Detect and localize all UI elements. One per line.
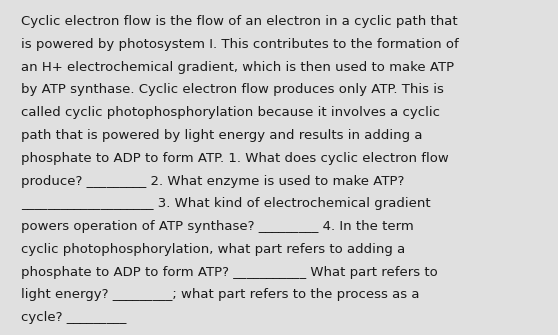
Text: by ATP synthase. Cyclic electron flow produces only ATP. This is: by ATP synthase. Cyclic electron flow pr… xyxy=(21,83,444,96)
Text: light energy? _________; what part refers to the process as a: light energy? _________; what part refer… xyxy=(21,288,420,302)
Text: produce? _________ 2. What enzyme is used to make ATP?: produce? _________ 2. What enzyme is use… xyxy=(21,175,405,188)
Text: Cyclic electron flow is the flow of an electron in a cyclic path that: Cyclic electron flow is the flow of an e… xyxy=(21,15,458,28)
Text: phosphate to ADP to form ATP? ___________ What part refers to: phosphate to ADP to form ATP? __________… xyxy=(21,266,438,279)
Text: path that is powered by light energy and results in adding a: path that is powered by light energy and… xyxy=(21,129,423,142)
Text: cyclic photophosphorylation, what part refers to adding a: cyclic photophosphorylation, what part r… xyxy=(21,243,406,256)
Text: cycle? _________: cycle? _________ xyxy=(21,311,127,324)
Text: phosphate to ADP to form ATP. 1. What does cyclic electron flow: phosphate to ADP to form ATP. 1. What do… xyxy=(21,152,449,165)
Text: ____________________ 3. What kind of electrochemical gradient: ____________________ 3. What kind of ele… xyxy=(21,197,431,210)
Text: is powered by photosystem I. This contributes to the formation of: is powered by photosystem I. This contri… xyxy=(21,38,459,51)
Text: powers operation of ATP synthase? _________ 4. In the term: powers operation of ATP synthase? ______… xyxy=(21,220,414,233)
Text: an H+ electrochemical gradient, which is then used to make ATP: an H+ electrochemical gradient, which is… xyxy=(21,61,454,74)
Text: called cyclic photophosphorylation because it involves a cyclic: called cyclic photophosphorylation becau… xyxy=(21,106,440,119)
